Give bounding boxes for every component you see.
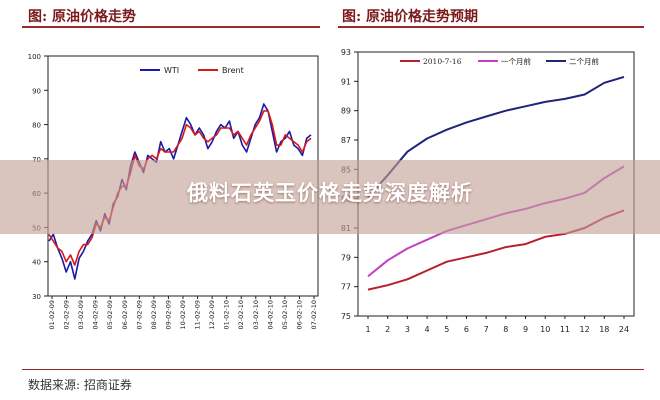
left-x-tick-label: 03-02-09 xyxy=(77,300,85,330)
right-legend-label: 2010-7-16 xyxy=(423,57,462,66)
right-x-tick-label: 24 xyxy=(619,325,629,334)
right-y-tick-label: 87 xyxy=(341,136,351,145)
right-y-tick-label: 89 xyxy=(341,107,351,116)
footer-rule xyxy=(22,369,644,370)
right-x-tick-label: 11 xyxy=(560,325,570,334)
left-x-tick-label: 01-02-09 xyxy=(48,300,56,330)
left-x-tick-label: 05-02-09 xyxy=(106,300,114,330)
left-title-rule xyxy=(22,26,320,28)
left-chart-title: 图: 原油价格走势 xyxy=(28,9,137,25)
left-x-tick-label: 06-02-10 xyxy=(295,300,303,330)
right-x-tick-label: 2 xyxy=(385,325,390,334)
left-x-tick-label: 09-02-09 xyxy=(164,300,172,330)
right-y-tick-label: 93 xyxy=(341,48,351,57)
left-x-tick-label: 01-02-10 xyxy=(223,300,231,330)
left-x-tick-label: 04-02-10 xyxy=(266,300,274,330)
right-x-tick-label: 6 xyxy=(464,325,469,334)
right-x-tick-label: 10 xyxy=(540,325,550,334)
left-y-tick-label: 40 xyxy=(32,259,41,267)
left-x-tick-label: 06-02-09 xyxy=(121,300,129,330)
left-x-tick-label: 04-02-09 xyxy=(92,300,100,330)
left-y-tick-label: 90 xyxy=(32,87,41,95)
left-y-tick-label: 80 xyxy=(32,122,41,130)
left-y-tick-label: 30 xyxy=(32,293,41,301)
right-legend-label: 一个月前 xyxy=(501,56,531,66)
right-x-tick-label: 1 xyxy=(365,325,370,334)
right-y-tick-label: 75 xyxy=(341,312,351,321)
right-x-tick-label: 18 xyxy=(599,325,609,334)
right-x-tick-label: 4 xyxy=(425,325,430,334)
left-x-tick-label: 08-02-09 xyxy=(150,300,158,330)
right-title-rule xyxy=(338,26,644,28)
source-note: 数据来源: 招商证券 xyxy=(28,378,132,392)
left-x-tick-label: 10-02-09 xyxy=(179,300,187,330)
right-y-tick-label: 79 xyxy=(341,253,351,262)
left-x-tick-label: 07-02-10 xyxy=(310,300,318,330)
right-x-tick-label: 12 xyxy=(580,325,590,334)
left-x-tick-label: 11-02-09 xyxy=(194,300,202,330)
title-banner xyxy=(0,160,660,234)
right-x-tick-label: 7 xyxy=(484,325,489,334)
left-x-tick-label: 02-02-10 xyxy=(237,300,245,330)
right-chart-title: 图: 原油价格走势预期 xyxy=(342,9,479,25)
left-legend-label: WTI xyxy=(164,66,179,75)
right-y-tick-label: 91 xyxy=(341,77,351,86)
right-series-line-2 xyxy=(367,75,625,198)
left-series-line-1 xyxy=(48,110,312,266)
right-legend-label: 二个月前 xyxy=(569,56,599,66)
right-x-tick-label: 5 xyxy=(444,325,449,334)
left-x-tick-label: 05-02-10 xyxy=(281,300,289,330)
right-x-tick-label: 8 xyxy=(503,325,508,334)
left-legend-label: Brent xyxy=(222,66,244,75)
right-x-tick-label: 9 xyxy=(523,325,528,334)
left-x-tick-label: 07-02-09 xyxy=(135,300,143,330)
banner-title: 俄料石英玉价格走势深度解析 xyxy=(187,181,473,205)
right-y-tick-label: 77 xyxy=(341,283,351,292)
left-y-tick-label: 100 xyxy=(28,53,41,61)
left-x-tick-label: 02-02-09 xyxy=(63,300,71,330)
left-x-tick-label: 12-02-09 xyxy=(208,300,216,330)
left-y-tick-label: 70 xyxy=(32,156,41,164)
left-x-tick-label: 03-02-10 xyxy=(252,300,260,330)
right-x-tick-label: 3 xyxy=(405,325,410,334)
